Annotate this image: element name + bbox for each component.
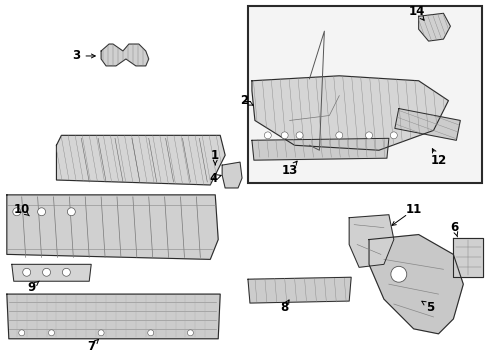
Text: 14: 14 xyxy=(407,5,424,18)
Text: 7: 7 xyxy=(87,340,95,353)
Polygon shape xyxy=(222,162,242,188)
Polygon shape xyxy=(368,235,462,334)
Circle shape xyxy=(335,132,342,139)
Text: 3: 3 xyxy=(72,49,80,63)
Polygon shape xyxy=(101,44,148,66)
Circle shape xyxy=(67,208,75,216)
Circle shape xyxy=(13,208,20,216)
Polygon shape xyxy=(12,264,91,281)
Circle shape xyxy=(147,330,153,336)
Text: 13: 13 xyxy=(281,163,297,176)
Polygon shape xyxy=(348,215,393,267)
Circle shape xyxy=(389,132,396,139)
Text: 9: 9 xyxy=(27,281,36,294)
Circle shape xyxy=(42,268,50,276)
Circle shape xyxy=(187,330,193,336)
Text: 4: 4 xyxy=(209,171,217,185)
Circle shape xyxy=(365,132,372,139)
Polygon shape xyxy=(56,135,224,185)
Circle shape xyxy=(62,268,70,276)
Polygon shape xyxy=(418,13,449,41)
Circle shape xyxy=(38,208,45,216)
Circle shape xyxy=(390,266,406,282)
Polygon shape xyxy=(394,109,459,140)
Text: 10: 10 xyxy=(14,203,30,216)
Polygon shape xyxy=(247,277,350,303)
Circle shape xyxy=(264,132,271,139)
Text: 5: 5 xyxy=(426,301,434,314)
Polygon shape xyxy=(251,76,447,150)
Polygon shape xyxy=(452,238,482,277)
Circle shape xyxy=(22,268,31,276)
Polygon shape xyxy=(7,195,218,260)
Text: 12: 12 xyxy=(429,154,446,167)
Circle shape xyxy=(19,330,25,336)
Circle shape xyxy=(98,330,104,336)
Circle shape xyxy=(48,330,54,336)
Circle shape xyxy=(281,132,287,139)
Polygon shape xyxy=(7,294,220,339)
Text: 1: 1 xyxy=(211,149,219,162)
Text: 2: 2 xyxy=(240,94,247,107)
Text: 6: 6 xyxy=(449,221,458,234)
Circle shape xyxy=(296,132,303,139)
Bar xyxy=(247,6,481,183)
Text: 8: 8 xyxy=(280,301,288,314)
Polygon shape xyxy=(251,138,388,160)
Text: 11: 11 xyxy=(405,203,421,216)
